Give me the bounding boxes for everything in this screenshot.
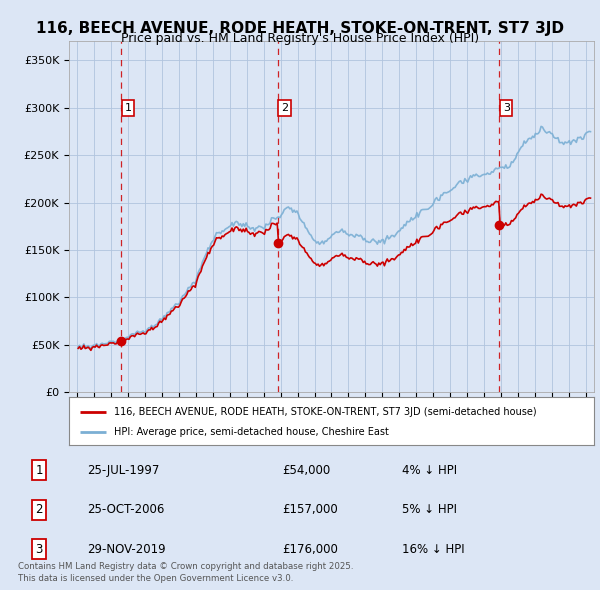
Text: 1: 1 xyxy=(124,103,131,113)
Text: 16% ↓ HPI: 16% ↓ HPI xyxy=(402,543,464,556)
Text: 3: 3 xyxy=(35,543,43,556)
Text: £54,000: £54,000 xyxy=(282,464,330,477)
Text: 116, BEECH AVENUE, RODE HEATH, STOKE-ON-TRENT, ST7 3JD (semi-detached house): 116, BEECH AVENUE, RODE HEATH, STOKE-ON-… xyxy=(113,407,536,417)
Text: Price paid vs. HM Land Registry's House Price Index (HPI): Price paid vs. HM Land Registry's House … xyxy=(121,32,479,45)
Text: £157,000: £157,000 xyxy=(282,503,338,516)
Text: Contains HM Land Registry data © Crown copyright and database right 2025.
This d: Contains HM Land Registry data © Crown c… xyxy=(18,562,353,583)
Text: 25-JUL-1997: 25-JUL-1997 xyxy=(87,464,160,477)
Text: £176,000: £176,000 xyxy=(282,543,338,556)
Text: 1: 1 xyxy=(35,464,43,477)
Text: HPI: Average price, semi-detached house, Cheshire East: HPI: Average price, semi-detached house,… xyxy=(113,427,389,437)
Text: 4% ↓ HPI: 4% ↓ HPI xyxy=(402,464,457,477)
Text: 2: 2 xyxy=(35,503,43,516)
Text: 25-OCT-2006: 25-OCT-2006 xyxy=(87,503,164,516)
Text: 5% ↓ HPI: 5% ↓ HPI xyxy=(402,503,457,516)
Text: 3: 3 xyxy=(503,103,510,113)
Text: 2: 2 xyxy=(281,103,288,113)
Text: 116, BEECH AVENUE, RODE HEATH, STOKE-ON-TRENT, ST7 3JD: 116, BEECH AVENUE, RODE HEATH, STOKE-ON-… xyxy=(36,21,564,35)
Text: 29-NOV-2019: 29-NOV-2019 xyxy=(87,543,166,556)
